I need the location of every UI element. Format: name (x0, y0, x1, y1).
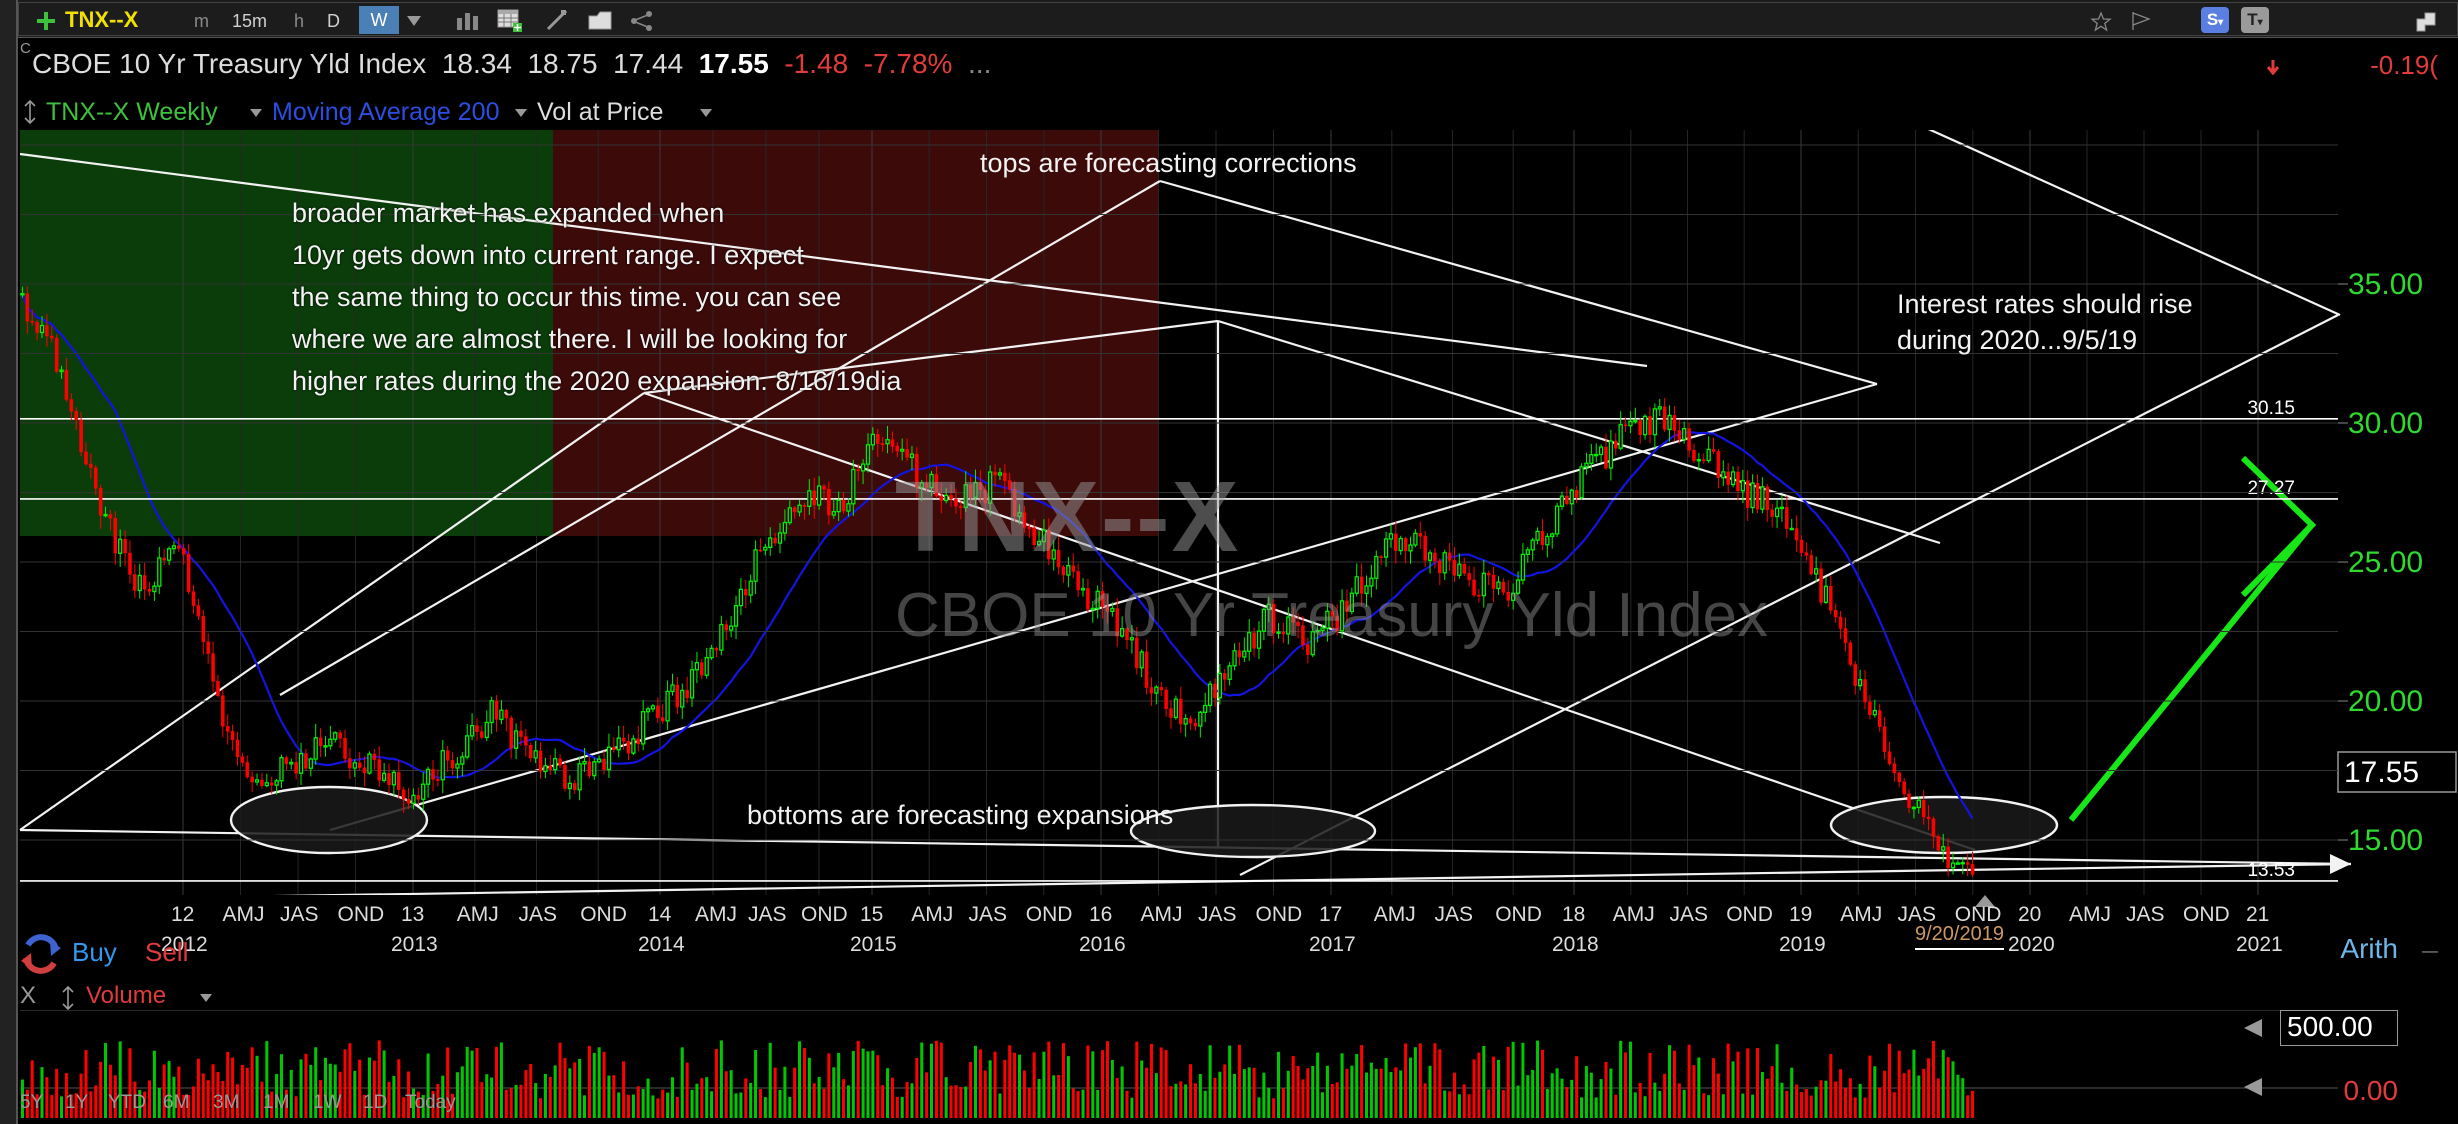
svg-text:25.00: 25.00 (2348, 546, 2423, 579)
svg-text:27.27: 27.27 (2247, 478, 2295, 499)
svg-text:30.15: 30.15 (2247, 398, 2295, 419)
svg-text:17.55: 17.55 (2344, 756, 2419, 789)
svg-text:35.00: 35.00 (2348, 268, 2423, 301)
svg-text:30.00: 30.00 (2348, 407, 2423, 440)
svg-text:15.00: 15.00 (2348, 824, 2423, 857)
svg-text:20.00: 20.00 (2348, 685, 2423, 718)
svg-text:13.53: 13.53 (2247, 860, 2295, 881)
